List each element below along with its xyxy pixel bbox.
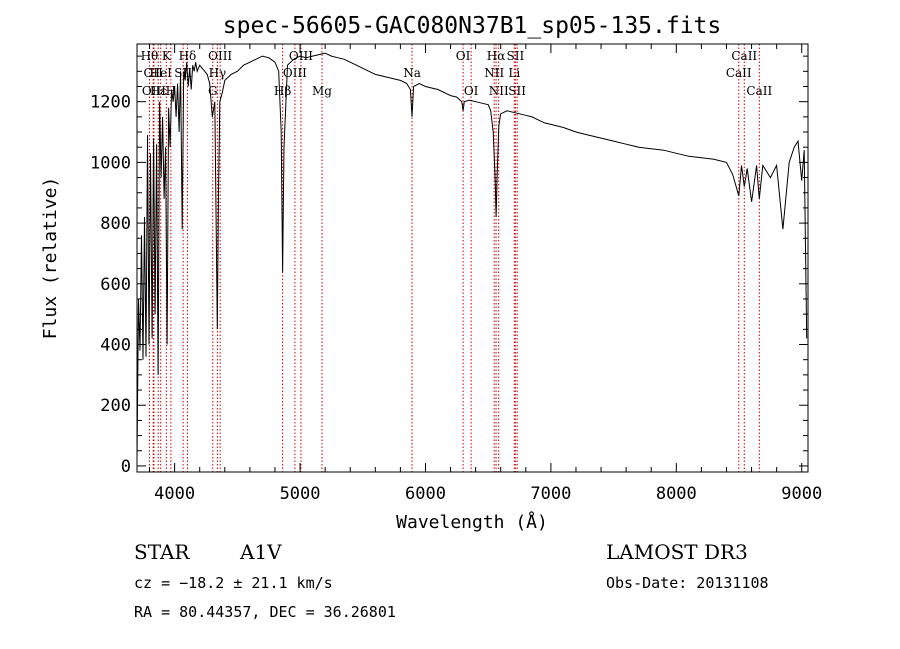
y-tick-label-800: 800 <box>100 214 131 234</box>
line-marker-label-21: NII <box>489 84 509 98</box>
line-marker-label-23: SII <box>507 49 525 63</box>
x-tick-label-6000: 6000 <box>405 484 446 504</box>
y-tick-label-0: 0 <box>121 457 131 477</box>
line-marker-label-0: Hθ <box>141 49 159 63</box>
line-marker-label-8: Hδ <box>179 49 197 63</box>
sky-coordinates: RA = 80.44357, DEC = 36.26801 <box>134 603 396 621</box>
x-axis-ticks: 4000 5000 6000 7000 8000 9000 <box>149 44 822 504</box>
line-marker-label-15: Mg <box>312 84 332 98</box>
y-tick-label-1000: 1000 <box>90 153 131 173</box>
line-marker-label-1: OII <box>144 66 164 80</box>
x-tick-label-8000: 8000 <box>656 484 697 504</box>
line-marker-label-25: CaII <box>726 66 752 80</box>
line-marker-label-11: OIII <box>208 49 232 63</box>
redshift-velocity: cz = −18.2 ± 21.1 km/s <box>134 574 333 592</box>
spectrum-line <box>136 52 808 460</box>
x-tick-label-7000: 7000 <box>530 484 571 504</box>
line-marker-label-27: CaII <box>746 84 772 98</box>
line-marker-label-9: G <box>208 84 218 98</box>
line-marker-label-3: Hε <box>150 84 167 98</box>
y-axis-ticks: 0 200 400 600 800 1000 1200 <box>90 55 808 477</box>
observation-date: Obs-Date: 20131108 <box>606 574 769 592</box>
line-marker-label-22: Li <box>508 66 520 80</box>
line-marker-label-20: Hα <box>487 49 506 63</box>
line-marker-label-19: NII <box>484 66 504 80</box>
line-marker-labels: HθOIIOIIIHεHeIKHSIIHδGHγOIIIHβOIIIOIIIMg… <box>141 49 773 98</box>
y-tick-label-400: 400 <box>100 336 131 356</box>
line-marker-label-10: Hγ <box>209 66 227 80</box>
y-tick-label-600: 600 <box>100 275 131 295</box>
survey-name: LAMOST DR3 <box>606 540 748 564</box>
line-marker-label-13: OIII <box>283 66 307 80</box>
line-marker-label-12: Hβ <box>274 84 291 98</box>
line-marker-label-5: K <box>162 49 172 63</box>
y-tick-label-1200: 1200 <box>90 93 131 113</box>
x-tick-label-5000: 5000 <box>280 484 321 504</box>
plot-frame <box>136 43 809 473</box>
line-marker-label-16: Na <box>403 66 421 80</box>
line-marker-label-26: CaII <box>731 49 757 63</box>
line-marker-label-17: OI <box>456 49 471 63</box>
line-marker-label-6: H <box>166 84 176 98</box>
line-marker-label-2: OIII <box>142 84 166 98</box>
y-tick-label-200: 200 <box>100 396 131 416</box>
line-markers <box>148 44 760 472</box>
line-marker-label-24: SII <box>508 84 526 98</box>
chart-title: spec-56605-GAC080N37B1_sp05-135.fits <box>223 13 722 39</box>
line-marker-label-18: OI <box>464 84 479 98</box>
x-tick-label-4000: 4000 <box>154 484 195 504</box>
x-axis-label: Wavelength (Å) <box>396 511 548 533</box>
x-tick-label-9000: 9000 <box>781 484 822 504</box>
y-axis-label: Flux (relative) <box>40 177 61 340</box>
line-marker-label-4: HeI <box>150 66 173 80</box>
object-type: STAR <box>134 540 190 564</box>
spectral-subclass: A1V <box>240 540 282 564</box>
